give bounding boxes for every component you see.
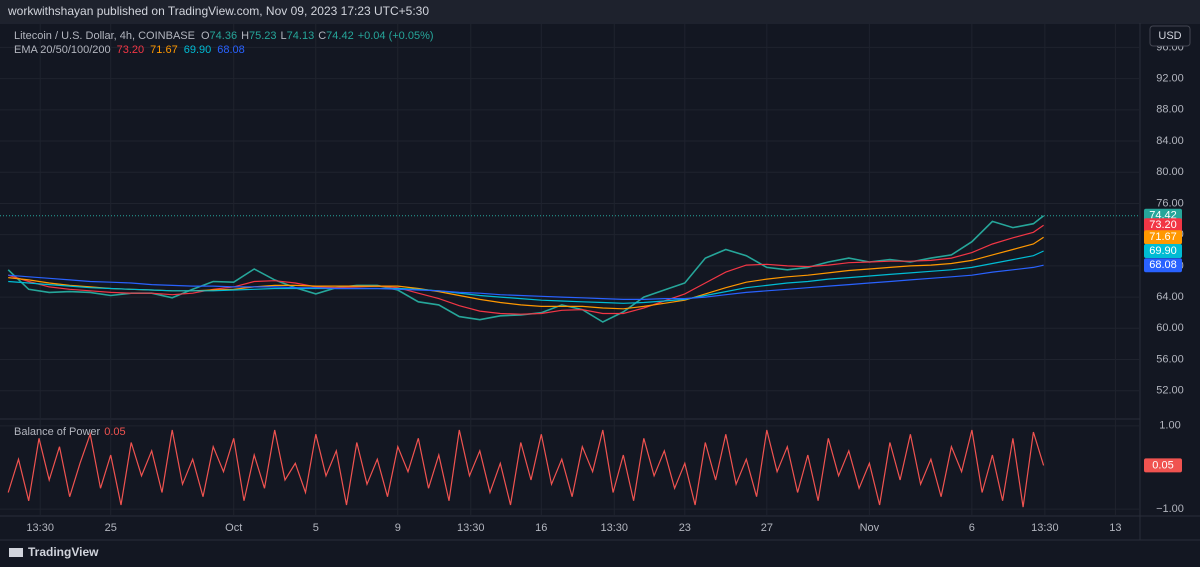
logo [9, 548, 23, 557]
indicator-value: 69.90 [184, 44, 212, 56]
symbol: Litecoin / U.S. Dollar, 4h, COINBASE [14, 30, 195, 42]
x-tick-label: 5 [313, 522, 319, 534]
ohlc-value: 74.42 [326, 30, 354, 42]
price-label-bg [1144, 218, 1182, 233]
price-label: 73.20 [1149, 219, 1177, 231]
indicator-value: 73.20 [117, 44, 145, 56]
x-tick-label: 9 [395, 522, 401, 534]
x-tick-label: 25 [105, 522, 117, 534]
ohlc-value: 75.23 [249, 30, 277, 42]
price-label-bg [1144, 244, 1182, 259]
x-tick-label: Oct [225, 522, 242, 534]
ohlc-label: O [201, 30, 210, 42]
x-tick-label: 13:30 [457, 522, 485, 534]
publisher: workwithshayan published on TradingView.… [7, 4, 429, 18]
price-label: 68.08 [1149, 259, 1177, 271]
bop-legend: Balance of Power 0.05 [14, 426, 126, 438]
series-line [8, 224, 1044, 315]
y-tick-label: 1.00 [1159, 420, 1180, 432]
series-line [8, 250, 1044, 304]
legend-line: Litecoin / U.S. Dollar, 4h, COINBASE O74.… [14, 30, 434, 42]
x-tick-label: 23 [679, 522, 691, 534]
series-line [7, 429, 1045, 508]
y-tick-label: 76.00 [1156, 197, 1184, 209]
series-line [8, 264, 1044, 300]
y-tick-label: 88.00 [1156, 104, 1184, 116]
price-label: 0.05 [1152, 459, 1173, 471]
currency[interactable]: USD [1158, 30, 1181, 42]
x-tick-label: 13:30 [1031, 522, 1059, 534]
y-tick-label: 52.00 [1156, 385, 1184, 397]
price-label-bg [1144, 258, 1182, 273]
bop-name: Balance of Power [14, 426, 101, 438]
bop-value: 0.05 [104, 426, 125, 438]
indicator-values: 73.20 71.67 69.90 68.08 [117, 44, 245, 56]
x-tick-label: 27 [761, 522, 773, 534]
y-tick-label: 84.00 [1156, 135, 1184, 147]
price-label-bg [1144, 230, 1182, 245]
top-bar [0, 0, 1200, 22]
x-tick-label: 13:30 [26, 522, 54, 534]
x-tick-label: Nov [860, 522, 880, 534]
x-tick-label: 13:30 [601, 522, 629, 534]
price-label: 69.90 [1149, 245, 1177, 257]
ohlc-value: 74.13 [287, 30, 315, 42]
y-tick-label: 92.00 [1156, 73, 1184, 85]
price-label: 71.67 [1149, 231, 1177, 243]
currency-button[interactable] [1149, 25, 1191, 47]
change: +0.04 (+0.05%) [358, 30, 434, 42]
indicator: EMA 20/50/100/200 [14, 44, 111, 56]
ohlc-label: H [241, 30, 249, 42]
x-tick-label: 16 [535, 522, 547, 534]
indicator-value: 68.08 [217, 44, 245, 56]
x-tick-label: 6 [969, 522, 975, 534]
brand: TradingView [28, 545, 99, 559]
y-tick-label: 80.00 [1156, 166, 1184, 178]
indicator-value: 71.67 [150, 44, 178, 56]
y-tick-label: 56.00 [1156, 353, 1184, 365]
ohlc-value: 74.36 [210, 30, 238, 42]
indicator-line: EMA 20/50/100/200 73.20 71.67 69.90 68.08 [14, 44, 245, 56]
y-tick-label: −1.00 [1156, 503, 1184, 515]
ohlc-label: L [281, 30, 287, 42]
y-tick-label: 64.00 [1156, 291, 1184, 303]
plot: 52.0056.0060.0064.0068.0072.0076.0080.00… [0, 41, 1184, 534]
ohlc-label: C [318, 30, 326, 42]
y-tick-label: 60.00 [1156, 322, 1184, 334]
x-tick-label: 13 [1109, 522, 1121, 534]
price-label-bg [1144, 458, 1182, 473]
ohlc: O74.36 H75.23 L74.13 C74.42 [201, 30, 354, 42]
